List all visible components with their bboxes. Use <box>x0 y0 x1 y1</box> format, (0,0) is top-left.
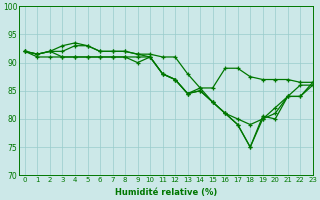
X-axis label: Humidité relative (%): Humidité relative (%) <box>115 188 217 197</box>
